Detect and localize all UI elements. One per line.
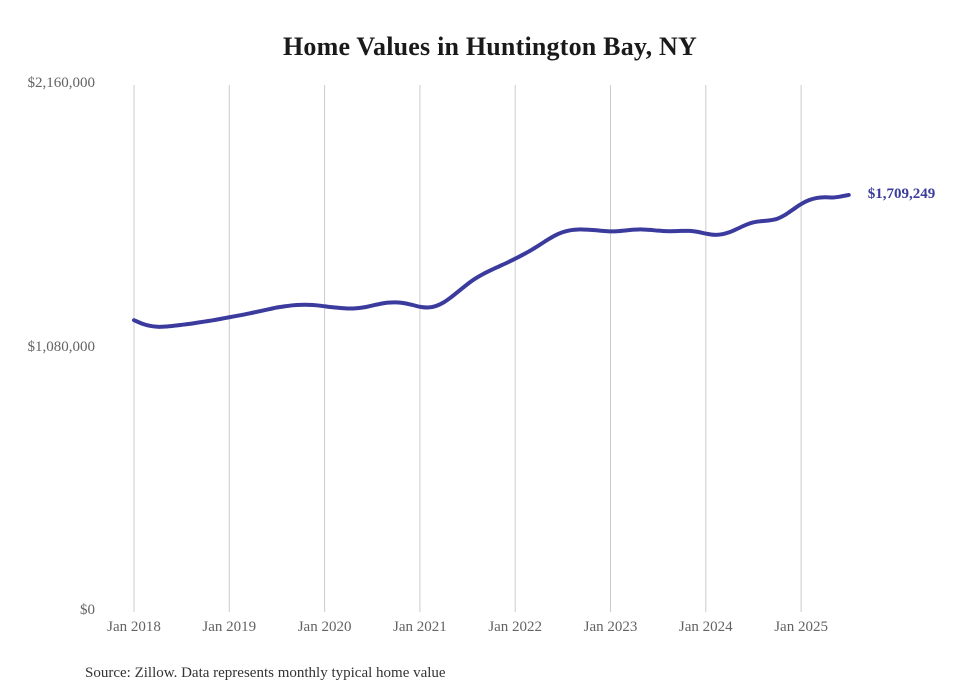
y-axis-tick-label: $1,080,000 xyxy=(27,338,96,355)
y-axis-tick-label: $2,160,000 xyxy=(27,75,96,91)
data-line-typical-home-value xyxy=(132,192,851,329)
x-axis-tick-label: Jan 2021 xyxy=(393,619,447,635)
source-note: Source: Zillow. Data represents monthly … xyxy=(85,665,446,681)
gridlines xyxy=(133,85,802,612)
x-axis-tick-label: Jan 2025 xyxy=(774,619,828,635)
x-axis-tick-label: Jan 2024 xyxy=(678,619,733,635)
x-axis-tick-label: Jan 2018 xyxy=(107,619,161,635)
x-axis-tick-label: Jan 2020 xyxy=(297,619,352,635)
chart-title: Home Values in Huntington Bay, NY xyxy=(282,32,698,61)
x-axis-tick-label: Jan 2023 xyxy=(583,619,638,635)
x-axis-tick-label: Jan 2022 xyxy=(488,619,543,635)
end-value-label: $1,709,249 xyxy=(867,185,936,202)
y-axis-tick-label: $0 xyxy=(80,602,95,618)
x-axis-tick-label: Jan 2019 xyxy=(202,619,257,635)
